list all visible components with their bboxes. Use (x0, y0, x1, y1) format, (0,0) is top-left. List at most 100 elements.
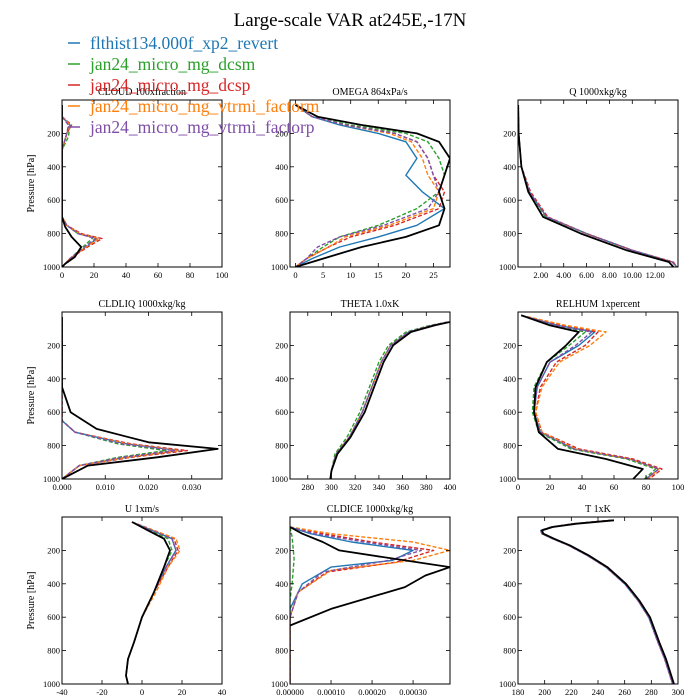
series-line-3 (62, 317, 180, 479)
y-axis-label: Pressure [hPa] (26, 366, 37, 424)
x-tick-label: -40 (56, 687, 67, 697)
x-tick-label: 380 (420, 482, 433, 492)
plot-frame (61, 311, 223, 480)
x-tick-label: 40 (122, 270, 131, 280)
x-tick-label: 0.00030 (399, 687, 427, 697)
y-tick-label: 1000 (499, 262, 516, 272)
y-tick-label: 600 (275, 612, 288, 622)
y-tick-label: 600 (47, 195, 60, 205)
x-tick-label: 12.00 (646, 270, 665, 280)
series-line-5 (62, 105, 83, 267)
x-tick-label: 400 (444, 482, 457, 492)
x-tick-label: 80 (186, 270, 195, 280)
x-tick-label: 10 (346, 270, 355, 280)
legend-label: jan24_micro_mg_dcsp (89, 75, 251, 95)
figure-title: Large-scale VAR at245E,-17N (234, 10, 467, 31)
plot-frame (61, 99, 223, 268)
series-line-5 (125, 521, 171, 684)
panel-title: T 1xK (585, 504, 611, 515)
x-tick-label: 300 (325, 482, 338, 492)
plot-frame (61, 516, 223, 685)
panel-1: OMEGA 864xPa/s 200 400 600 800 1000 0 5 10 15 20 25 (271, 87, 451, 280)
x-tick-label: 60 (154, 270, 163, 280)
series-line-3 (125, 521, 181, 684)
y-tick-label: 600 (275, 407, 288, 417)
series-line-2 (329, 321, 448, 479)
y-tick-label: 1000 (43, 262, 60, 272)
y-tick-label: 800 (275, 229, 288, 239)
series-line-0 (518, 104, 678, 267)
series-line-3 (290, 526, 450, 684)
x-tick-label: 0.020 (139, 482, 158, 492)
x-tick-label: 25 (429, 270, 438, 280)
panel-title: OMEGA 864xPa/s (332, 87, 407, 98)
panel-series (518, 104, 678, 267)
series-line-3 (540, 519, 674, 684)
y-tick-label: 800 (503, 441, 516, 451)
legend-label: flthist134.000f_xp2_revert (90, 33, 278, 53)
series-line-3 (521, 314, 660, 479)
series-line-2 (125, 521, 179, 684)
x-tick-label: 40 (578, 482, 587, 492)
y-axis-label: Pressure [hPa] (26, 154, 37, 212)
series-line-5 (295, 104, 450, 267)
y-tick-label: 200 (275, 340, 288, 350)
series-line-5 (518, 104, 675, 267)
series-line-0 (295, 104, 446, 267)
y-tick-label: 1000 (271, 679, 288, 689)
y-tick-label: 800 (47, 646, 60, 656)
panel-series (62, 105, 103, 267)
series-line-0 (521, 314, 660, 479)
series-line-3 (518, 104, 678, 267)
plot-frame (517, 516, 679, 685)
series-line-4 (540, 519, 674, 684)
series-line-5 (290, 526, 450, 627)
y-tick-label: 1000 (271, 262, 288, 272)
x-tick-label: 0.00000 (276, 687, 304, 697)
x-tick-label: 0 (140, 687, 144, 697)
x-tick-label: 0.010 (96, 482, 115, 492)
plot-frame (289, 311, 451, 480)
y-tick-label: 200 (47, 128, 60, 138)
panel-4: THETA 1.0xK 200 400 600 800 1000 280 300 320 340 3… (271, 299, 456, 492)
series-line-1 (520, 314, 657, 479)
y-tick-label: 200 (503, 128, 516, 138)
y-tick-label: 200 (47, 340, 60, 350)
series-line-1 (290, 526, 295, 684)
x-tick-label: 200 (538, 687, 551, 697)
x-tick-label: 20 (402, 270, 411, 280)
series-line-3 (329, 321, 449, 479)
series-line-4 (290, 526, 422, 684)
y-tick-label: 600 (47, 407, 60, 417)
y-tick-label: 800 (503, 646, 516, 656)
series-line-5 (520, 314, 644, 479)
panel-6: U 1xm/s 200 400 600 800 1000-40 -20 0 20 40 Pressu… (26, 504, 226, 697)
x-tick-label: 300 (672, 687, 685, 697)
y-tick-label: 600 (275, 195, 288, 205)
y-tick-label: 200 (47, 545, 60, 555)
x-tick-label: 6.00 (579, 270, 594, 280)
x-tick-label: 4.00 (556, 270, 571, 280)
panel-title: CLDICE 1000xkg/kg (327, 504, 413, 515)
panel-series (329, 321, 450, 479)
y-tick-label: 1000 (43, 679, 60, 689)
y-tick-label: 400 (47, 374, 60, 384)
y-tick-label: 600 (47, 612, 60, 622)
x-tick-label: 60 (610, 482, 619, 492)
y-tick-label: 800 (275, 646, 288, 656)
x-tick-label: 280 (301, 482, 314, 492)
y-tick-label: 400 (47, 579, 60, 589)
y-tick-label: 400 (503, 162, 516, 172)
legend: flthist134.000f_xp2_revert jan24_micro_mg… (68, 33, 320, 137)
y-tick-label: 400 (275, 374, 288, 384)
x-tick-label: 5 (321, 270, 325, 280)
panel-title: CLDLIQ 1000xkg/kg (99, 299, 186, 310)
y-tick-label: 1000 (499, 679, 516, 689)
y-tick-label: 1000 (43, 474, 60, 484)
series-line-2 (518, 104, 678, 267)
legend-label: jan24_micro_mg_vtrmi_factorp (89, 117, 315, 137)
